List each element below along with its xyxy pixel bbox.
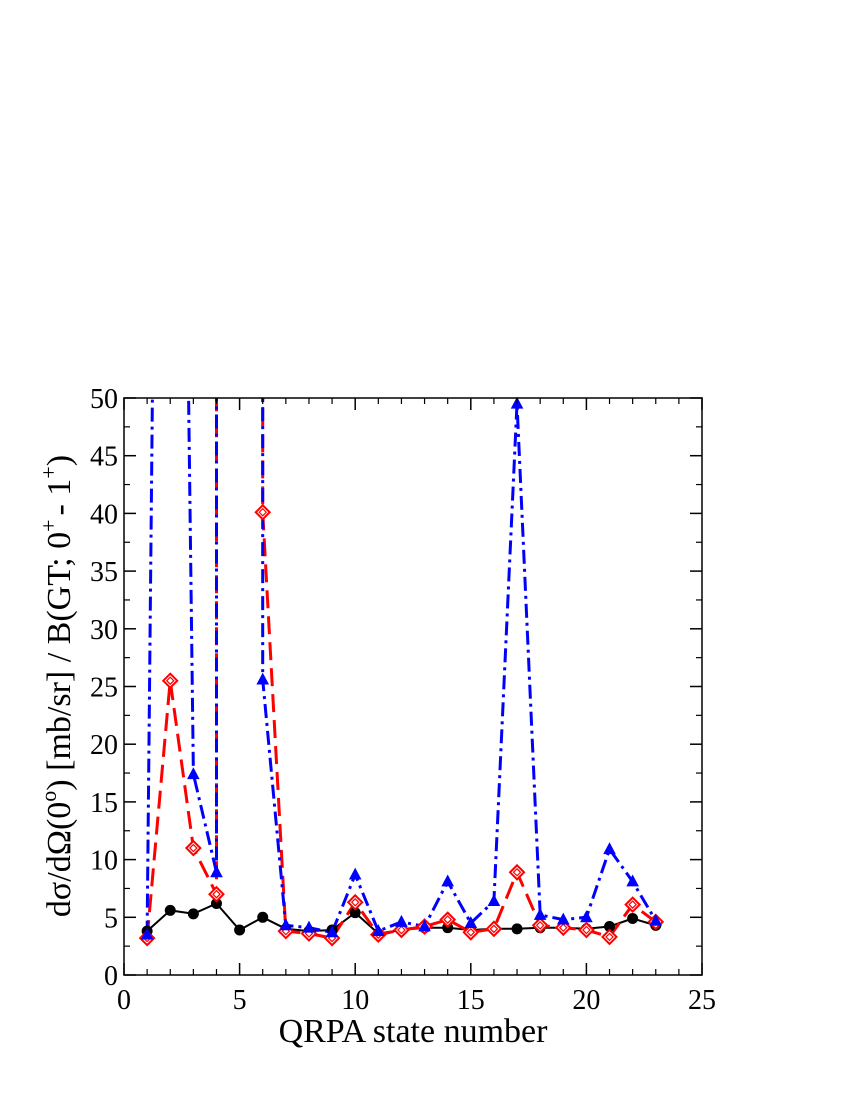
data-point-triangle (210, 865, 223, 878)
data-point-triangle (348, 867, 362, 880)
y-tick-label: 5 (104, 903, 118, 934)
data-point-triangle (418, 919, 431, 932)
data-point-diamond (208, 885, 225, 903)
data-point-diamond (346, 893, 364, 911)
data-point-diamond (439, 911, 457, 929)
data-point-circle (627, 912, 639, 924)
data-point-diamond-inner (165, 676, 175, 686)
data-point-circle (257, 911, 269, 923)
x-tick-label: 5 (233, 985, 247, 1016)
data-point-diamond-inner (466, 927, 476, 937)
y-tick-label: 30 (90, 615, 118, 646)
data-point-triangle (187, 767, 200, 780)
data-point-circle (210, 897, 222, 909)
data-point-diamond-inner (605, 932, 614, 942)
data-point-circle (164, 904, 176, 916)
data-point-triangle (487, 894, 501, 907)
data-point-triangle (441, 874, 454, 887)
data-point-triangle (556, 912, 570, 925)
data-point-diamond (508, 863, 526, 881)
data-point-triangle (302, 920, 316, 933)
y-label-sup2: + (36, 466, 61, 478)
y-tick-label: 10 (90, 846, 118, 877)
data-point-circle (234, 924, 246, 936)
data-point-diamond (462, 923, 480, 941)
data-point-triangle (140, 927, 154, 940)
data-point-diamond (577, 921, 595, 939)
data-point-diamond-inner (350, 897, 360, 907)
data-point-diamond (161, 672, 179, 690)
marker-layer (138, 396, 665, 947)
y-tick-label: 45 (90, 442, 118, 473)
data-point-triangle (580, 910, 593, 923)
data-point-diamond-inner (512, 867, 522, 877)
y-tick-label: 50 (90, 384, 118, 415)
data-point-diamond-inner (489, 924, 499, 934)
data-point-triangle (649, 913, 663, 926)
data-point-triangle (279, 918, 293, 931)
data-point-diamond-inner (535, 921, 545, 930)
data-point-triangle (256, 672, 270, 685)
data-point-circle (187, 908, 199, 920)
data-point-diamond-inner (628, 900, 637, 909)
ticks-layer: 0 5 10 15 20 25 0 5 10 15 20 25 30 35 40 45 50 (90, 384, 716, 1016)
data-point-circle (511, 923, 523, 935)
data-point-diamond (624, 896, 642, 914)
y-label-end: ) (41, 455, 78, 466)
series-layer (145, 398, 658, 940)
y-label-mid2: - 1 (41, 479, 78, 516)
data-point-diamond-inner (397, 925, 406, 935)
data-point-triangle (464, 916, 478, 928)
x-tick-label: 0 (117, 985, 131, 1016)
y-label-mid: ) [mb/sr] / B(GT; 0 (41, 532, 78, 791)
data-point-triangle (325, 925, 339, 938)
data-point-diamond-inner (212, 889, 221, 899)
data-point-circle (349, 907, 361, 919)
x-tick-label: 10 (341, 985, 369, 1016)
y-label-sup1: + (36, 520, 61, 532)
data-point-diamond (254, 503, 272, 521)
data-point-diamond-inner (189, 843, 198, 853)
data-point-diamond (531, 916, 549, 934)
y-tick-label: 40 (90, 499, 118, 530)
data-point-circle (604, 921, 616, 933)
y-label-deg: o (36, 791, 61, 802)
y-label-main: dσ/dΩ(0 (41, 802, 78, 917)
x-tick-label: 25 (688, 985, 716, 1016)
y-tick-label: 0 (104, 961, 118, 992)
data-point-diamond-inner (582, 925, 591, 935)
y-tick-label: 20 (90, 730, 118, 761)
x-tick-label: 15 (457, 985, 485, 1016)
data-point-triangle (533, 907, 547, 920)
y-tick-label: 25 (90, 673, 118, 704)
y-tick-label: 35 (90, 557, 118, 588)
data-point-diamond (184, 839, 202, 857)
data-point-diamond (601, 928, 618, 946)
series-line-dashdot (145, 398, 658, 935)
data-point-diamond-inner (443, 915, 453, 924)
y-axis-label: dσ/dΩ(0o) [mb/sr] / B(GT; 0+- 1+) (36, 455, 78, 917)
data-point-triangle (626, 874, 639, 887)
data-point-triangle (395, 914, 408, 927)
x-tick-label: 20 (572, 985, 600, 1016)
series-line-dashed (145, 398, 657, 940)
data-point-diamond-inner (558, 923, 568, 933)
x-axis-label: QRPA state number (279, 1013, 549, 1050)
data-point-diamond-inner (258, 507, 268, 517)
plot-frame (123, 397, 703, 976)
data-point-diamond (485, 920, 503, 938)
y-tick-label: 15 (90, 788, 118, 819)
data-point-triangle (372, 924, 385, 937)
data-point-triangle (603, 842, 616, 855)
